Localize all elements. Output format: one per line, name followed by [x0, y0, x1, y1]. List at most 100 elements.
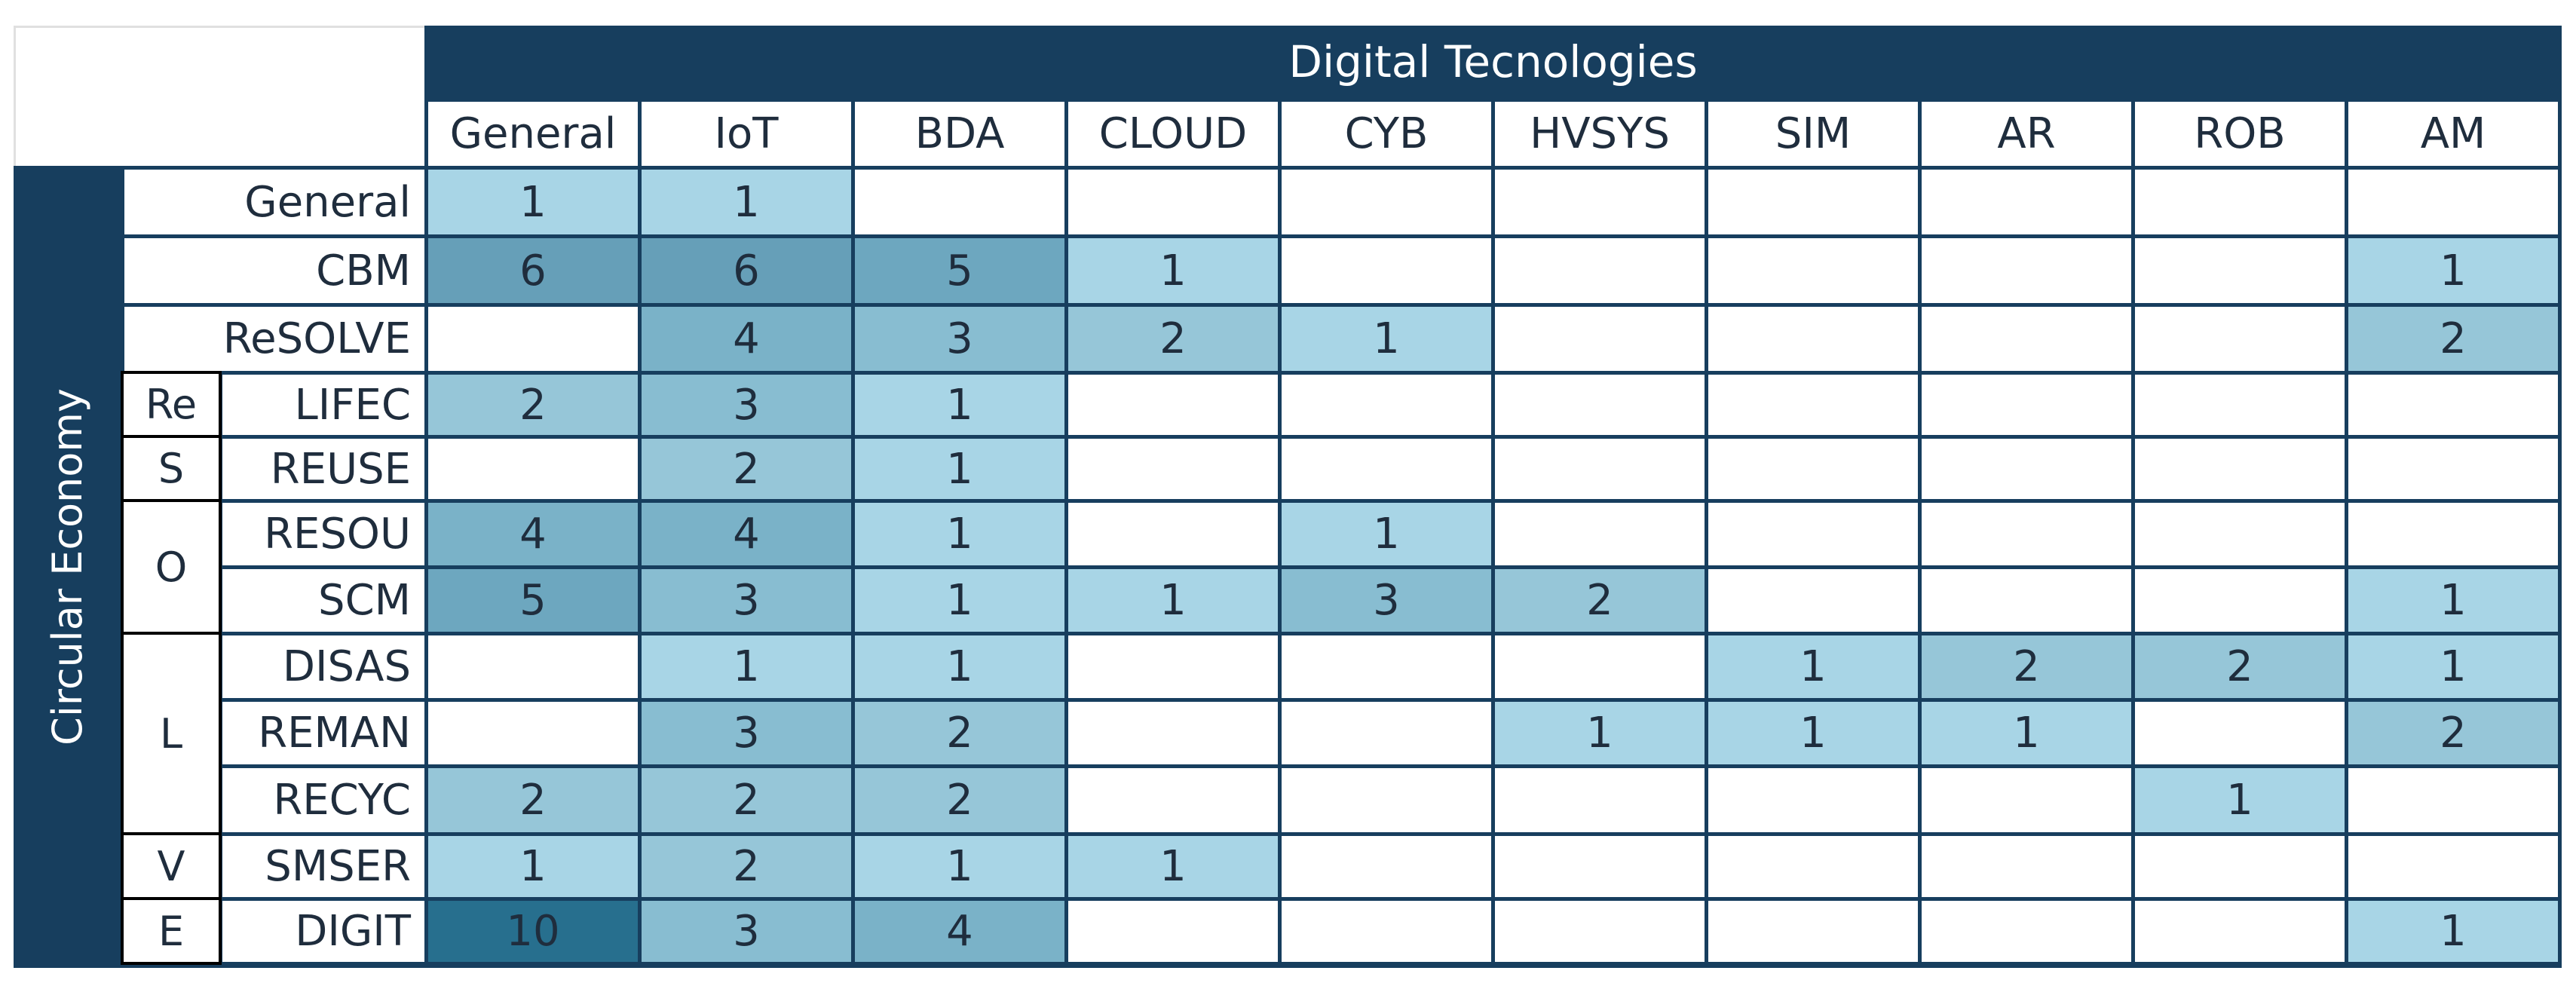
cell-scm-hvsys: 2 — [1491, 565, 1708, 635]
cell-smser-rob — [2131, 832, 2348, 901]
cell-cbm-am: 1 — [2345, 234, 2562, 307]
cell-reuse-iot: 2 — [638, 435, 855, 503]
cell-disas-ar: 2 — [1918, 632, 2135, 702]
cell-reuse-hvsys — [1491, 435, 1708, 503]
cell-resou-bda: 1 — [851, 499, 1068, 569]
cell-digit-sim — [1705, 897, 1922, 966]
cell-digit-rob — [2131, 897, 2348, 966]
cell-disas-iot: 1 — [638, 632, 855, 702]
cell-smser-iot: 2 — [638, 832, 855, 901]
cell-resolve-cyb: 1 — [1278, 303, 1495, 375]
row-group-v: V — [121, 832, 222, 900]
cell-reman-am: 2 — [2345, 698, 2562, 768]
cell-general-cloud — [1064, 166, 1282, 238]
cell-resou-sim — [1705, 499, 1922, 569]
column-header-hvsys: HVSYS — [1491, 98, 1708, 170]
cell-cbm-cyb — [1278, 234, 1495, 307]
row-label-scm: SCM — [219, 565, 428, 635]
row-label-general: General — [121, 166, 428, 238]
cell-smser-cyb — [1278, 832, 1495, 901]
cell-general-ar — [1918, 166, 2135, 238]
cell-reman-ar: 1 — [1918, 698, 2135, 768]
cell-resolve-general — [424, 303, 642, 375]
column-header-bda: BDA — [851, 98, 1068, 170]
row-label-smser: SMSER — [219, 832, 428, 901]
column-header-cloud: CLOUD — [1064, 98, 1282, 170]
cell-recyc-general: 2 — [424, 764, 642, 836]
column-header-rob: ROB — [2131, 98, 2348, 170]
cell-recyc-hvsys — [1491, 764, 1708, 836]
cell-lifec-cloud — [1064, 371, 1282, 439]
cell-resou-rob — [2131, 499, 2348, 569]
cell-recyc-rob: 1 — [2131, 764, 2348, 836]
cell-reuse-cloud — [1064, 435, 1282, 503]
row-group-re: Re — [121, 371, 222, 438]
cell-resolve-hvsys — [1491, 303, 1708, 375]
cell-scm-general: 5 — [424, 565, 642, 635]
column-header-am: AM — [2345, 98, 2562, 170]
cell-resou-hvsys — [1491, 499, 1708, 569]
cell-reuse-rob — [2131, 435, 2348, 503]
cell-digit-ar — [1918, 897, 2135, 966]
cell-scm-bda: 1 — [851, 565, 1068, 635]
row-group-s: S — [121, 435, 222, 502]
cell-disas-cloud — [1064, 632, 1282, 702]
row-label-cbm: CBM — [121, 234, 428, 307]
cell-reuse-general — [424, 435, 642, 503]
cell-lifec-am — [2345, 371, 2562, 439]
cell-lifec-cyb — [1278, 371, 1495, 439]
cell-disas-sim: 1 — [1705, 632, 1922, 702]
cell-lifec-ar — [1918, 371, 2135, 439]
cell-smser-sim — [1705, 832, 1922, 901]
column-header-ar: AR — [1918, 98, 2135, 170]
cell-scm-sim — [1705, 565, 1922, 635]
cell-smser-cloud: 1 — [1064, 832, 1282, 901]
cell-disas-bda: 1 — [851, 632, 1068, 702]
cell-recyc-cyb — [1278, 764, 1495, 836]
cell-cbm-iot: 6 — [638, 234, 855, 307]
cell-reuse-sim — [1705, 435, 1922, 503]
cell-digit-iot: 3 — [638, 897, 855, 966]
column-header-general: General — [424, 98, 642, 170]
cell-cbm-cloud: 1 — [1064, 234, 1282, 307]
cell-reman-cloud — [1064, 698, 1282, 768]
cell-resolve-iot: 4 — [638, 303, 855, 375]
column-header-iot: IoT — [638, 98, 855, 170]
cell-digit-general: 10 — [424, 897, 642, 966]
cell-cbm-general: 6 — [424, 234, 642, 307]
cell-general-sim — [1705, 166, 1922, 238]
cell-disas-cyb — [1278, 632, 1495, 702]
cell-resolve-cloud: 2 — [1064, 303, 1282, 375]
cell-reuse-am — [2345, 435, 2562, 503]
cell-smser-general: 1 — [424, 832, 642, 901]
cell-disas-rob: 2 — [2131, 632, 2348, 702]
chart-title: Digital Tecnologies — [424, 26, 2562, 98]
cell-general-general: 1 — [424, 166, 642, 238]
cell-resolve-rob — [2131, 303, 2348, 375]
cell-general-rob — [2131, 166, 2348, 238]
cell-lifec-iot: 3 — [638, 371, 855, 439]
cell-lifec-bda: 1 — [851, 371, 1068, 439]
cell-cbm-bda: 5 — [851, 234, 1068, 307]
cell-resou-general: 4 — [424, 499, 642, 569]
row-axis-label: Circular Economy — [43, 388, 91, 746]
cell-digit-cyb — [1278, 897, 1495, 966]
row-label-recyc: RECYC — [219, 764, 428, 836]
row-label-digit: DIGIT — [219, 897, 428, 966]
cell-recyc-sim — [1705, 764, 1922, 836]
cell-disas-general — [424, 632, 642, 702]
cell-resou-am — [2345, 499, 2562, 569]
cell-resou-cyb: 1 — [1278, 499, 1495, 569]
cell-lifec-sim — [1705, 371, 1922, 439]
cell-reman-sim: 1 — [1705, 698, 1922, 768]
cell-recyc-ar — [1918, 764, 2135, 836]
cell-general-hvsys — [1491, 166, 1708, 238]
cell-cbm-ar — [1918, 234, 2135, 307]
cell-digit-hvsys — [1491, 897, 1708, 966]
cell-cbm-rob — [2131, 234, 2348, 307]
cell-resolve-bda: 3 — [851, 303, 1068, 375]
cell-resolve-sim — [1705, 303, 1922, 375]
cell-reuse-bda: 1 — [851, 435, 1068, 503]
cell-smser-bda: 1 — [851, 832, 1068, 901]
